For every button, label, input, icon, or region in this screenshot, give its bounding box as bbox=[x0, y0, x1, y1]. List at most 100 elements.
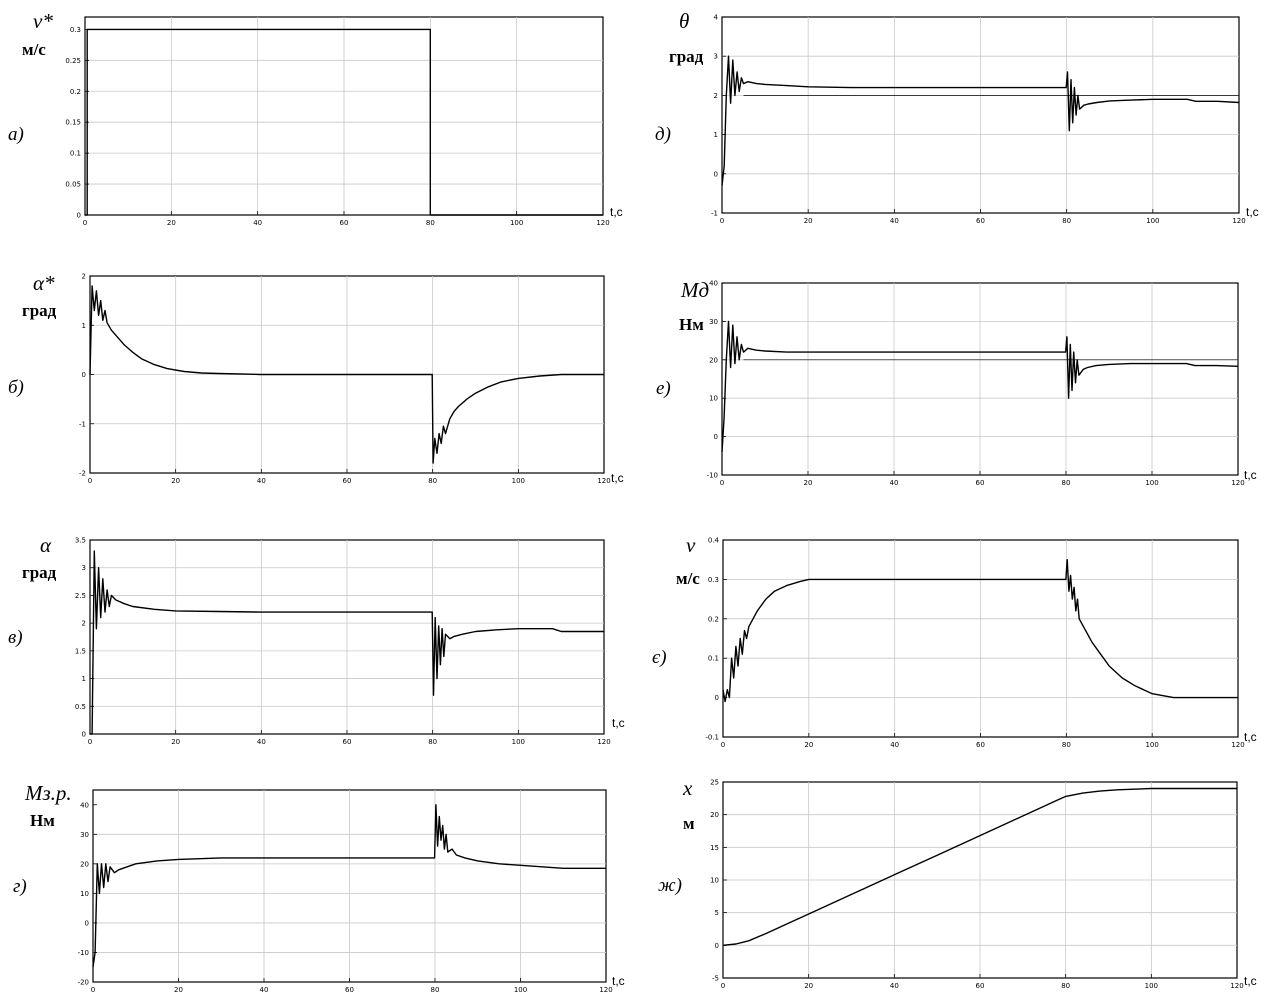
chart-panel: 0 20 40 60 80 100 120 0 0.05 0.1 0.15 0.2 0.25 0.3 v* м… bbox=[8, 9, 623, 227]
y-tick-label: 0 bbox=[714, 170, 718, 178]
y-tick-label: 1.5 bbox=[75, 647, 86, 655]
panel-letter: б) bbox=[8, 377, 24, 398]
x-tick-label: 0 bbox=[91, 986, 95, 994]
axis-symbol: α* bbox=[33, 271, 55, 295]
x-tick-label: 60 bbox=[345, 986, 354, 994]
x-tick-label: 80 bbox=[1062, 741, 1071, 749]
y-tick-label: 25 bbox=[710, 779, 719, 787]
x-tick-label: 60 bbox=[340, 219, 349, 227]
y-tick-label: 3 bbox=[82, 564, 86, 572]
y-tick-label: 0 bbox=[715, 694, 719, 702]
y-tick-label: 40 bbox=[80, 801, 89, 809]
axis-symbol: x bbox=[682, 776, 693, 800]
panel-letter: е) bbox=[656, 378, 671, 399]
y-tick-label: 0.3 bbox=[70, 26, 81, 34]
y-tick-label: 20 bbox=[710, 811, 719, 819]
y-tick-label: 0.5 bbox=[75, 703, 86, 711]
x-axis-name: t,c bbox=[1246, 205, 1259, 219]
y-tick-label: 15 bbox=[710, 844, 719, 852]
x-tick-label: 20 bbox=[171, 738, 180, 746]
x-tick-label: 100 bbox=[514, 986, 527, 994]
x-tick-label: 100 bbox=[1145, 479, 1158, 487]
y-tick-label: -10 bbox=[78, 949, 89, 957]
y-tick-label: 0.1 bbox=[70, 150, 81, 158]
panel-letter: ж) bbox=[658, 875, 682, 896]
x-tick-label: 100 bbox=[1145, 982, 1158, 990]
x-tick-label: 20 bbox=[174, 986, 183, 994]
x-tick-label: 0 bbox=[88, 738, 92, 746]
panel-letter: д) bbox=[655, 124, 671, 145]
y-tick-label: 0 bbox=[82, 371, 86, 379]
x-tick-label: 120 bbox=[1232, 217, 1245, 225]
y-tick-label: 1 bbox=[714, 131, 718, 139]
x-tick-label: 0 bbox=[721, 741, 725, 749]
x-tick-label: 60 bbox=[976, 479, 985, 487]
x-tick-label: 120 bbox=[599, 986, 612, 994]
axis-symbol: Mз.р. bbox=[24, 781, 72, 805]
y-tick-label: -1 bbox=[711, 210, 718, 218]
x-axis-name: t,c bbox=[1244, 974, 1257, 988]
x-tick-label: 60 bbox=[976, 982, 985, 990]
y-tick-label: 0 bbox=[82, 731, 86, 739]
x-tick-label: 40 bbox=[260, 986, 269, 994]
panel-letter: є) bbox=[652, 647, 667, 668]
y-tick-label: 0.15 bbox=[65, 119, 81, 127]
y-tick-label: 20 bbox=[709, 356, 718, 364]
x-tick-label: 120 bbox=[597, 477, 610, 485]
series-line bbox=[92, 804, 606, 968]
series-line bbox=[90, 550, 604, 735]
axis-unit: Нм bbox=[679, 315, 704, 334]
x-tick-label: 80 bbox=[1062, 479, 1071, 487]
y-tick-label: 1 bbox=[82, 322, 86, 330]
x-tick-label: 120 bbox=[1231, 741, 1244, 749]
x-tick-label: 40 bbox=[257, 738, 266, 746]
x-tick-label: 0 bbox=[720, 479, 724, 487]
y-tick-label: 4 bbox=[714, 14, 719, 22]
axis-unit: м bbox=[683, 814, 695, 833]
axis-symbol: v* bbox=[33, 9, 53, 33]
x-tick-label: 0 bbox=[88, 477, 92, 485]
x-tick-label: 100 bbox=[510, 219, 523, 227]
axis-unit: град bbox=[669, 47, 704, 66]
x-tick-label: 40 bbox=[890, 217, 899, 225]
x-tick-label: 60 bbox=[976, 741, 985, 749]
x-tick-label: 80 bbox=[431, 986, 440, 994]
series-line bbox=[85, 28, 603, 216]
x-tick-label: 40 bbox=[890, 982, 899, 990]
series-line bbox=[89, 285, 604, 464]
series-line bbox=[721, 55, 1240, 186]
y-tick-label: 0.1 bbox=[708, 655, 719, 663]
x-tick-label: 120 bbox=[1230, 982, 1243, 990]
y-tick-label: 0 bbox=[714, 433, 718, 441]
y-tick-label: -2 bbox=[79, 470, 86, 478]
y-tick-label: 0.2 bbox=[708, 615, 719, 623]
x-tick-label: 120 bbox=[597, 738, 610, 746]
y-tick-label: 0 bbox=[77, 212, 81, 220]
chart-panel: 0 20 40 60 80 100 120 0 0.5 1 1.5 2 2.5 3 3.5 α град в) t,… bbox=[8, 533, 625, 746]
series-line bbox=[722, 559, 1238, 703]
x-tick-label: 60 bbox=[343, 477, 352, 485]
x-tick-label: 120 bbox=[596, 219, 609, 227]
x-tick-label: 20 bbox=[167, 219, 176, 227]
axis-symbol: Mд bbox=[680, 278, 709, 302]
x-tick-label: 0 bbox=[83, 219, 87, 227]
x-tick-label: 20 bbox=[171, 477, 180, 485]
y-tick-label: 0 bbox=[715, 942, 719, 950]
y-tick-label: -5 bbox=[712, 975, 719, 983]
x-axis-name: t,c bbox=[612, 716, 625, 730]
y-tick-label: 5 bbox=[715, 909, 719, 917]
y-tick-label: 2 bbox=[82, 620, 86, 628]
x-tick-label: 40 bbox=[890, 741, 899, 749]
x-tick-label: 80 bbox=[1062, 217, 1071, 225]
y-tick-label: 30 bbox=[709, 318, 718, 326]
x-axis-name: t,c bbox=[610, 205, 623, 219]
x-tick-label: 60 bbox=[976, 217, 985, 225]
x-tick-label: 20 bbox=[804, 479, 813, 487]
x-tick-label: 100 bbox=[512, 477, 525, 485]
axis-symbol: α bbox=[40, 533, 52, 557]
y-tick-label: -20 bbox=[78, 979, 89, 987]
y-tick-label: 2 bbox=[82, 273, 86, 281]
panel-letter: а) bbox=[8, 124, 24, 145]
series-line bbox=[722, 787, 1237, 946]
